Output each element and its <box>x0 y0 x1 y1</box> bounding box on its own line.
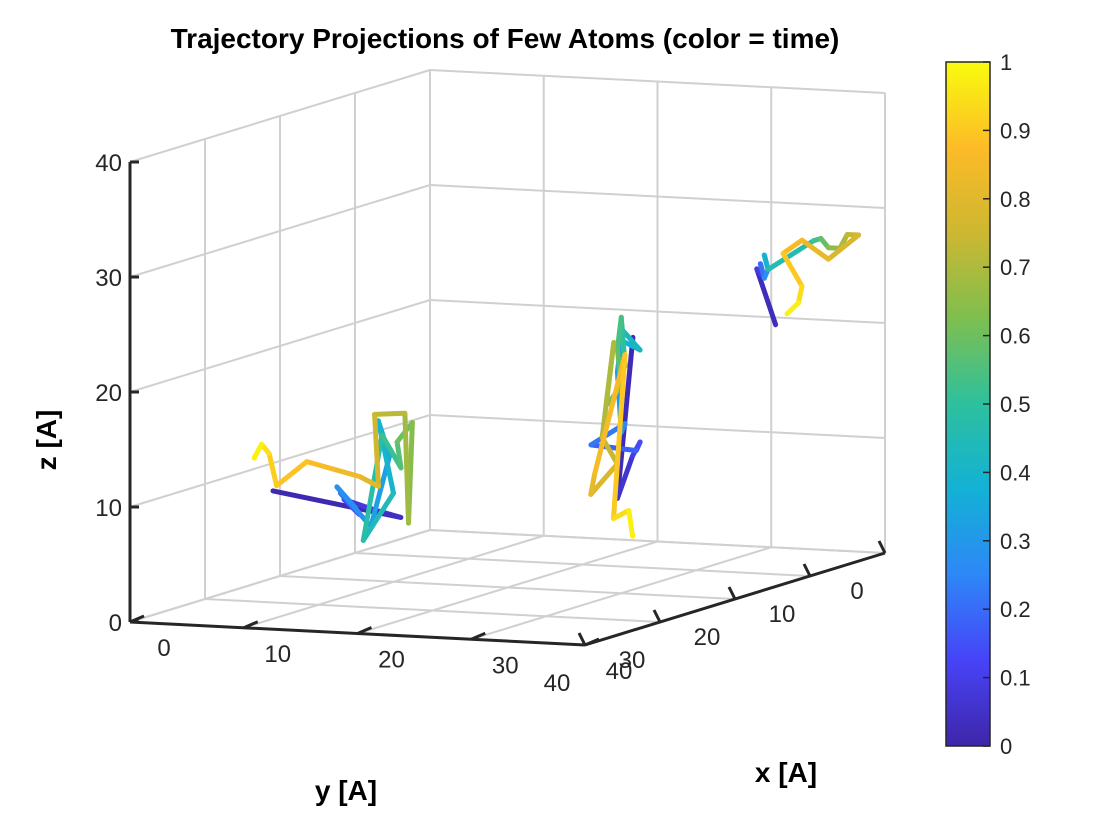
y-tick-mark <box>577 632 587 646</box>
trajectory-segment <box>754 266 779 328</box>
trajectory-segment <box>611 508 632 521</box>
trajectory-segment <box>402 410 411 526</box>
trajectory-segment <box>588 471 598 497</box>
grid-line <box>129 69 431 163</box>
colorbar-tick-label: 0.5 <box>1000 392 1031 417</box>
trajectory-segment <box>599 340 617 440</box>
trajectory-segment <box>626 508 636 539</box>
y-tick-mark <box>877 540 887 554</box>
x-tick-label: 20 <box>378 647 405 674</box>
trajectory-segment <box>372 410 408 417</box>
grid-line <box>129 299 431 393</box>
z-tick-label: 0 <box>109 610 122 637</box>
colorbar-tick-label: 0 <box>1000 734 1012 759</box>
colorbar-tick-label: 0.4 <box>1000 460 1031 485</box>
x-tick-label: 40 <box>606 658 633 685</box>
trajectories <box>251 232 862 543</box>
x-tick-mark <box>584 637 600 647</box>
trajectory-segment <box>780 250 805 289</box>
axis-lines <box>128 160 887 647</box>
y-tick-mark <box>802 563 812 577</box>
y-tick-label: 20 <box>694 624 721 651</box>
grid-line <box>429 299 886 324</box>
trajectory-segment <box>592 352 628 477</box>
z-tick-label: 30 <box>95 265 122 292</box>
trajectory-segment <box>360 490 396 543</box>
trajectory-segment <box>611 352 628 521</box>
z-tick-label: 40 <box>95 150 122 177</box>
grid-line <box>470 546 772 641</box>
trajectory-segment <box>357 474 381 489</box>
trajectory-segment <box>371 507 404 520</box>
colorbar-gradient <box>945 61 991 747</box>
trajectory-segment <box>266 451 280 489</box>
trajectory-segment <box>274 459 310 489</box>
colorbar-tick-label: 0.6 <box>1000 324 1031 349</box>
grid-line <box>279 575 736 600</box>
trajectory-segment <box>795 283 805 306</box>
x-tick-label: 0 <box>157 635 170 662</box>
colorbar-tick-label: 0.9 <box>1000 118 1031 143</box>
x-axis-label: x [A] <box>755 757 817 788</box>
grid-line <box>129 184 431 278</box>
grid-line <box>429 69 886 94</box>
trajectory-segment <box>614 453 636 501</box>
trajectory-segment <box>304 459 336 472</box>
trajectory-segment <box>588 461 620 497</box>
y-tick-mark <box>727 586 737 600</box>
colorbar-tick-label: 1 <box>1000 50 1012 75</box>
grid-lines <box>129 69 886 646</box>
trajectory-segment <box>251 441 265 461</box>
trajectory-segment <box>394 439 404 471</box>
trajectory-segment <box>375 418 396 496</box>
colorbar-tick-label: 0.2 <box>1000 597 1031 622</box>
trajectory-segment <box>372 411 381 489</box>
z-tick-label: 10 <box>95 495 122 522</box>
y-tick-label: 0 <box>850 578 863 605</box>
x-tick-mark <box>243 620 259 630</box>
grid-line <box>204 598 661 623</box>
y-tick-mark <box>652 609 662 623</box>
colorbar-tick-label: 0.3 <box>1000 529 1031 554</box>
y-tick-label: 30 <box>619 647 646 674</box>
trajectory-1 <box>251 410 415 543</box>
chart-title: Trajectory Projections of Few Atoms (col… <box>171 23 840 54</box>
colorbar-tick-label: 0.1 <box>1000 666 1031 691</box>
x-tick-mark <box>356 626 373 635</box>
z-tick-label: 20 <box>95 380 122 407</box>
trajectory-segment <box>330 466 363 479</box>
trajectory-segment <box>780 237 805 256</box>
colorbar-tick-label: 0.8 <box>1000 187 1031 212</box>
x-tick-label: 10 <box>264 641 291 668</box>
z-axis-label: z [A] <box>31 410 62 471</box>
y-tick-label: 10 <box>769 601 796 628</box>
colorbar-tick-label: 0.7 <box>1000 255 1031 280</box>
trajectory-3 <box>754 232 862 328</box>
colorbar: 0 0.1 0.2 0.3 0.4 0.5 0.6 0.7 0.8 0.9 1 <box>945 50 1031 759</box>
y-axis-label: y [A] <box>315 775 377 806</box>
trajectory-segment <box>614 334 636 501</box>
trajectory-segment <box>799 237 831 262</box>
y-tick-label: 40 <box>544 670 571 697</box>
x-tick-mark <box>470 631 486 641</box>
trajectory-segment <box>614 314 624 352</box>
grid-line <box>429 184 886 209</box>
trajectory-2 <box>588 314 643 539</box>
trajectory-segment <box>588 442 639 454</box>
trajectory-segment <box>825 232 862 262</box>
x-tick-label: 30 <box>492 652 519 679</box>
trajectory-segment <box>784 300 801 317</box>
